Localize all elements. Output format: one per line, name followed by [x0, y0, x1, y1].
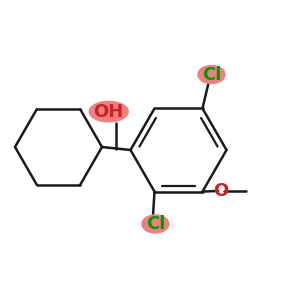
- Text: Cl: Cl: [202, 65, 221, 83]
- Ellipse shape: [89, 101, 128, 122]
- Text: OH: OH: [94, 103, 124, 121]
- Text: O: O: [213, 182, 228, 200]
- Text: Cl: Cl: [146, 215, 165, 233]
- Ellipse shape: [198, 65, 225, 83]
- Ellipse shape: [142, 215, 169, 233]
